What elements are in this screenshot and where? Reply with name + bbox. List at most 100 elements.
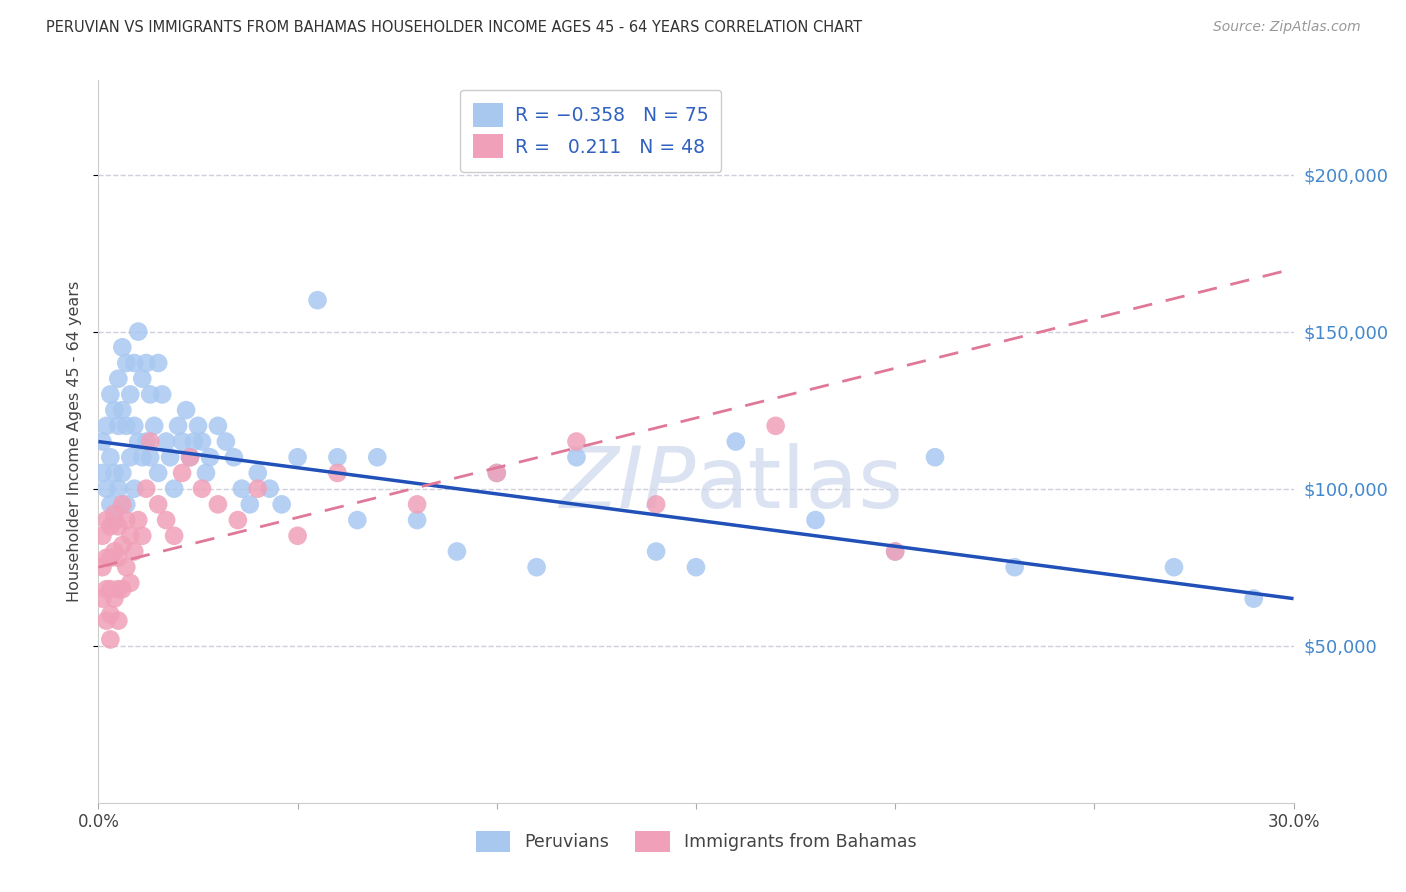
Point [115,418,138,433]
Point [1004,560,1026,574]
Point [124,418,146,433]
Legend: Peruvians, Immigrants from Bahamas: Peruvians, Immigrants from Bahamas [468,824,924,859]
Point [246,482,269,496]
Point [96,582,118,597]
Point [115,560,138,574]
Point [287,450,309,465]
Point [270,497,292,511]
Point [191,482,214,496]
Point [111,403,134,417]
Point [107,482,129,496]
Point [307,293,329,308]
Point [98,550,122,565]
Point [96,482,118,496]
Point [159,450,181,465]
Point [103,544,125,558]
Point [91,591,114,606]
Point [326,450,349,465]
Point [98,519,122,533]
Point [174,403,197,417]
Point [167,418,190,433]
Point [96,513,118,527]
Point [924,450,946,465]
Point [172,466,194,480]
Point [115,497,138,511]
Point [226,513,249,527]
Point [107,614,129,628]
Point [131,450,153,465]
Point [724,434,747,449]
Point [645,497,668,511]
Point [107,582,129,597]
Point [103,591,125,606]
Point [96,614,118,628]
Point [98,607,122,622]
Point [565,450,588,465]
Point [139,387,162,401]
Point [103,513,125,527]
Point [131,529,153,543]
Point [107,418,129,433]
Point [111,538,134,552]
Point [103,507,125,521]
Point [124,544,146,558]
Point [115,356,138,370]
Point [485,466,508,480]
Point [91,529,114,543]
Point [111,497,134,511]
Point [326,466,349,480]
Point [107,372,129,386]
Point [91,466,114,480]
Point [366,450,388,465]
Point [98,387,122,401]
Point [346,513,368,527]
Point [215,434,238,449]
Point [804,513,827,527]
Point [135,434,157,449]
Point [198,450,221,465]
Point [191,434,214,449]
Text: PERUVIAN VS IMMIGRANTS FROM BAHAMAS HOUSEHOLDER INCOME AGES 45 - 64 YEARS CORREL: PERUVIAN VS IMMIGRANTS FROM BAHAMAS HOUS… [46,20,862,35]
Point [446,544,468,558]
Point [884,544,907,558]
Point [127,325,149,339]
Point [195,466,218,480]
Point [231,482,253,496]
Point [239,497,262,511]
Point [124,482,146,496]
Point [183,434,205,449]
Point [96,550,118,565]
Point [685,560,707,574]
Point [148,356,170,370]
Point [163,529,186,543]
Point [765,418,787,433]
Y-axis label: Householder Income Ages 45 - 64 years: Householder Income Ages 45 - 64 years [67,281,83,602]
Point [179,450,201,465]
Point [111,340,134,354]
Text: atlas: atlas [696,443,904,526]
Point [187,418,209,433]
Point [124,356,146,370]
Point [287,529,309,543]
Point [526,560,548,574]
Point [135,356,157,370]
Point [143,418,166,433]
Point [127,513,149,527]
Point [645,544,668,558]
Point [135,482,157,496]
Point [103,403,125,417]
Point [172,434,194,449]
Point [150,387,173,401]
Point [103,466,125,480]
Point [148,466,170,480]
Point [107,550,129,565]
Point [485,466,508,480]
Point [120,450,142,465]
Point [111,582,134,597]
Point [120,575,142,590]
Point [111,466,134,480]
Point [131,372,153,386]
Point [91,560,114,574]
Point [98,497,122,511]
Point [222,450,245,465]
